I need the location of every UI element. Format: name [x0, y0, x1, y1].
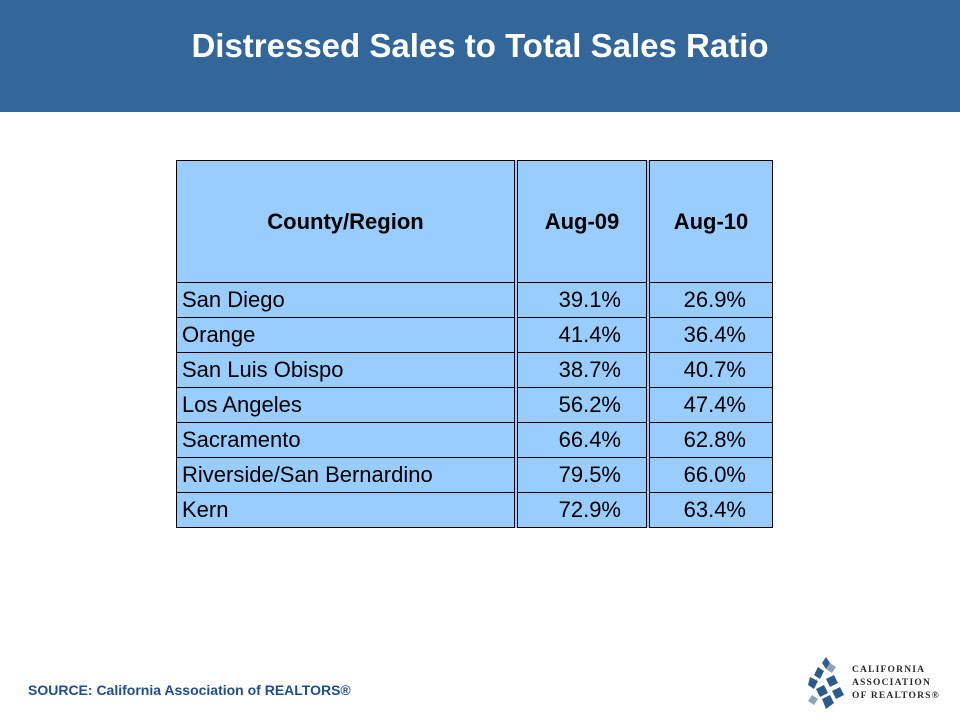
aug09-cell: 41.4%	[515, 317, 650, 353]
region-cell: Orange	[176, 317, 518, 353]
table-row: Riverside/San Bernardino 79.5% 66.0%	[176, 457, 773, 493]
aug10-cell: 40.7%	[647, 352, 773, 388]
distressed-sales-table: County/Region Aug-09 Aug-10 San Diego 39…	[176, 160, 773, 528]
column-header-aug10: Aug-10	[647, 160, 773, 283]
source-note: SOURCE: California Association of REALTO…	[28, 682, 351, 698]
aug09-cell: 39.1%	[515, 282, 650, 318]
aug10-cell: 66.0%	[647, 457, 773, 493]
region-cell: Los Angeles	[176, 387, 518, 423]
column-header-county: County/Region	[176, 160, 518, 283]
table-row: Orange 41.4% 36.4%	[176, 317, 773, 353]
aug09-cell: 72.9%	[515, 492, 650, 528]
region-cell: Riverside/San Bernardino	[176, 457, 518, 493]
table-row: Sacramento 66.4% 62.8%	[176, 422, 773, 458]
region-cell: San Luis Obispo	[176, 352, 518, 388]
aug10-cell: 47.4%	[647, 387, 773, 423]
region-cell: Sacramento	[176, 422, 518, 458]
aug09-cell: 56.2%	[515, 387, 650, 423]
table-row: San Luis Obispo 38.7% 40.7%	[176, 352, 773, 388]
aug10-cell: 36.4%	[647, 317, 773, 353]
car-logo: CALIFORNIA ASSOCIATION OF REALTORS®	[806, 654, 952, 712]
page-title: Distressed Sales to Total Sales Ratio	[191, 27, 769, 64]
region-cell: San Diego	[176, 282, 518, 318]
table-row: San Diego 39.1% 26.9%	[176, 282, 773, 318]
aug09-cell: 79.5%	[515, 457, 650, 493]
title-banner: Distressed Sales to Total Sales Ratio	[0, 0, 960, 112]
table-header-row: County/Region Aug-09 Aug-10	[176, 160, 773, 283]
car-logo-mark-icon	[808, 657, 844, 709]
logo-line: OF REALTORS®	[852, 690, 940, 701]
logo-line: CALIFORNIA	[852, 664, 926, 675]
aug09-cell: 66.4%	[515, 422, 650, 458]
aug10-cell: 63.4%	[647, 492, 773, 528]
aug09-cell: 38.7%	[515, 352, 650, 388]
table-row: Los Angeles 56.2% 47.4%	[176, 387, 773, 423]
table-row: Kern 72.9% 63.4%	[176, 492, 773, 528]
aug10-cell: 26.9%	[647, 282, 773, 318]
logo-line: ASSOCIATION	[852, 677, 932, 688]
car-logo-text: CALIFORNIA ASSOCIATION OF REALTORS®	[852, 664, 940, 703]
column-header-aug09: Aug-09	[515, 160, 650, 283]
region-cell: Kern	[176, 492, 518, 528]
aug10-cell: 62.8%	[647, 422, 773, 458]
